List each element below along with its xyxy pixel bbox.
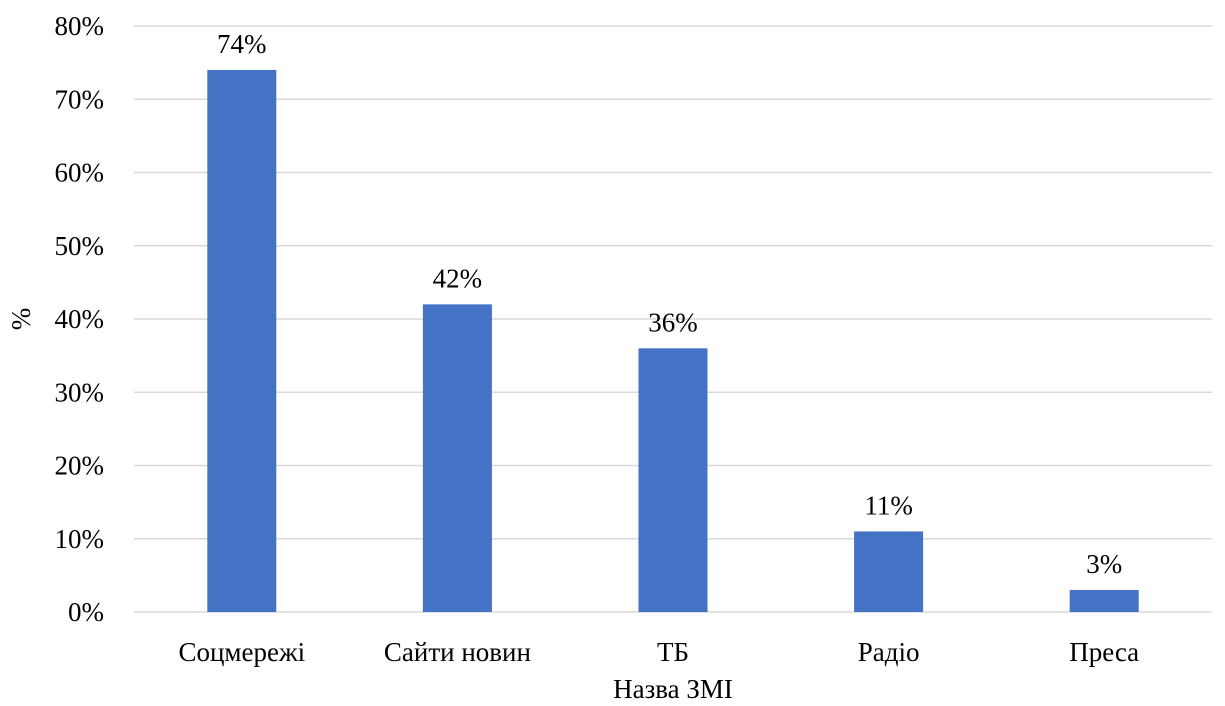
bar-2 [422,304,492,612]
data-label: 42% [433,263,483,293]
y-tick-label: 60% [55,158,105,188]
y-tick-label: 0% [68,597,104,627]
y-tick-label: 30% [55,377,105,407]
y-tick-label: 80% [55,11,105,41]
x-tick-label: Преса [1069,637,1139,667]
bars [207,69,1139,612]
gridlines [134,25,1212,613]
bar-3 [638,348,708,612]
x-tick-label: Соцмережі [178,637,305,667]
y-tick-label: 20% [55,451,105,481]
x-tick-label: Радіо [858,637,920,667]
y-tick-label: 40% [55,304,105,334]
y-axis-title: % [6,308,36,331]
data-label: 11% [864,490,913,520]
data-label: 3% [1086,549,1122,579]
data-label: 36% [648,307,698,337]
y-tick-label: 50% [55,231,105,261]
x-axis-title: Назва ЗМІ [613,674,733,704]
y-tick-label: 10% [55,524,105,554]
bar-1 [207,69,277,612]
bar-5 [1069,590,1139,612]
x-axis-ticks: Соцмережі Сайти новин ТБ Радіо Преса [178,637,1139,667]
x-tick-label: Сайти новин [384,637,531,667]
data-label: 74% [217,29,267,59]
x-tick-label: ТБ [657,637,689,667]
data-labels: 74% 42% 36% 11% 3% [217,29,1122,579]
y-axis-ticks: 0% 10% 20% 30% 40% 50% 60% 70% 80% [55,11,105,627]
bar-4 [854,531,924,612]
y-tick-label: 70% [55,84,105,114]
